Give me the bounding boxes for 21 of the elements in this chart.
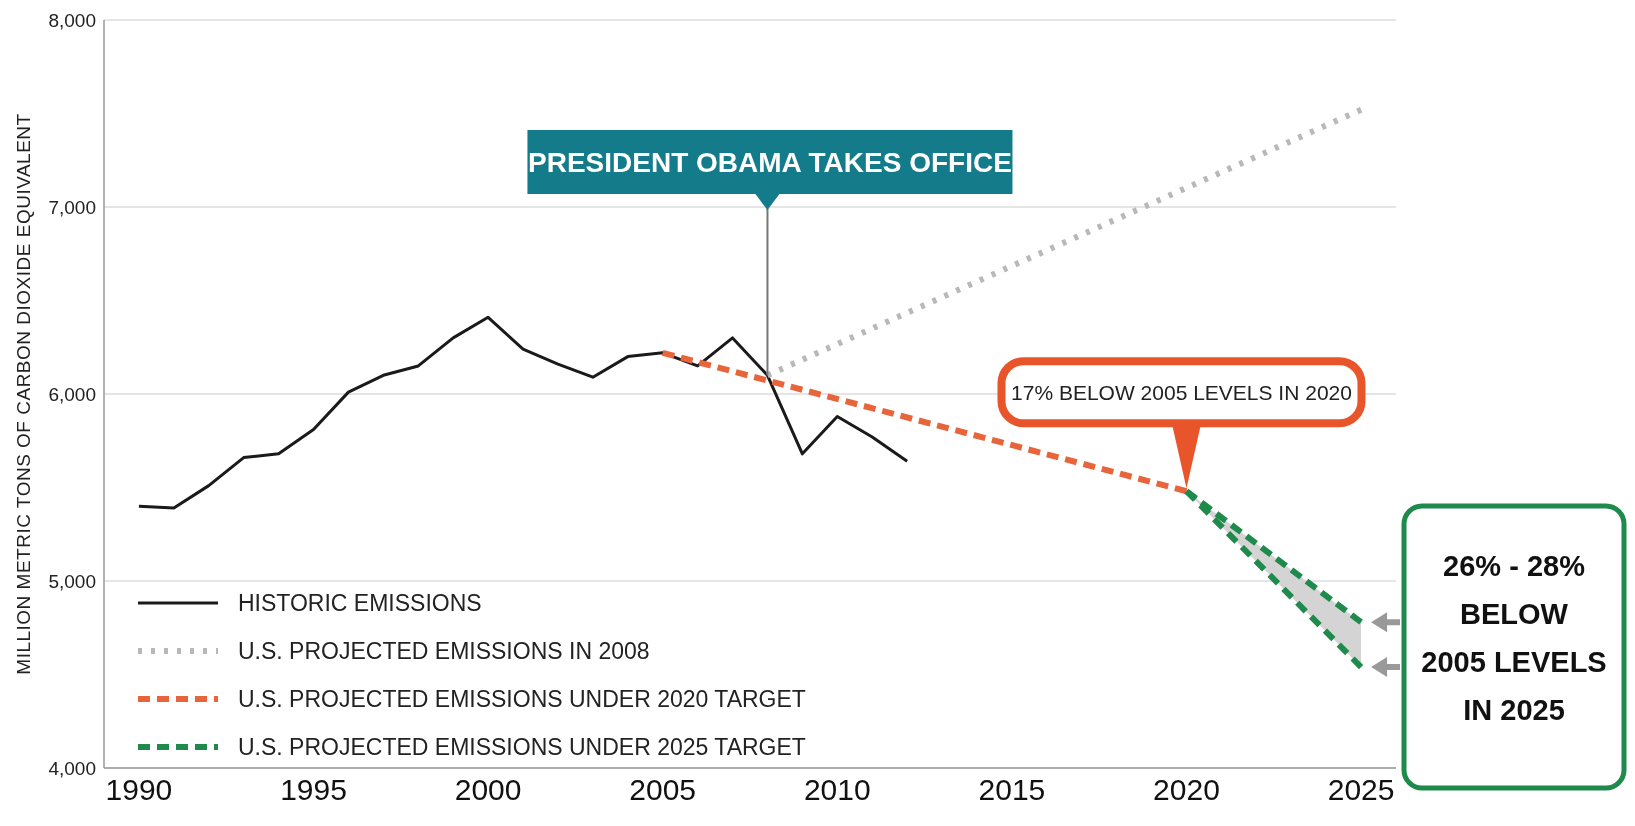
x-tick-label: 1995	[280, 773, 347, 806]
legend-label: HISTORIC EMISSIONS	[238, 590, 482, 617]
y-axis-title: MILLION METRIC TONS OF CARBON DIOXIDE EQUIVALENT	[13, 113, 34, 675]
x-tick-label: 2025	[1327, 773, 1395, 806]
legend-label: U.S. PROJECTED EMISSIONS IN 2008	[238, 638, 650, 665]
x-tick-label: 2015	[978, 773, 1046, 806]
y-tick-label: 5,000	[48, 570, 96, 592]
y-tick-label: 4,000	[48, 757, 96, 779]
x-tick-label: 2000	[454, 773, 522, 806]
y-tick-label: 8,000	[48, 9, 96, 31]
legend-label: U.S. PROJECTED EMISSIONS UNDER 2025 TARGET	[238, 734, 806, 761]
x-tick-label: 2010	[803, 773, 871, 806]
text: 26% - 28% BELOW 2005 LEVELS IN 2025	[1421, 550, 1607, 726]
legend-label: U.S. PROJECTED EMISSIONS UNDER 2020 TARGET	[238, 686, 806, 713]
annotation: 17% BELOW 2005 LEVELS IN 2020	[1011, 380, 1352, 404]
annotation: PRESIDENT OBAMA TAKES OFFICE	[528, 146, 1012, 178]
x-tick-label: 2020	[1153, 773, 1220, 806]
y-tick-label: 7,000	[48, 196, 96, 218]
x-tick-label: 2005	[629, 773, 697, 806]
x-tick-label: 1990	[105, 773, 173, 806]
y-tick-label: 6,000	[48, 383, 96, 405]
